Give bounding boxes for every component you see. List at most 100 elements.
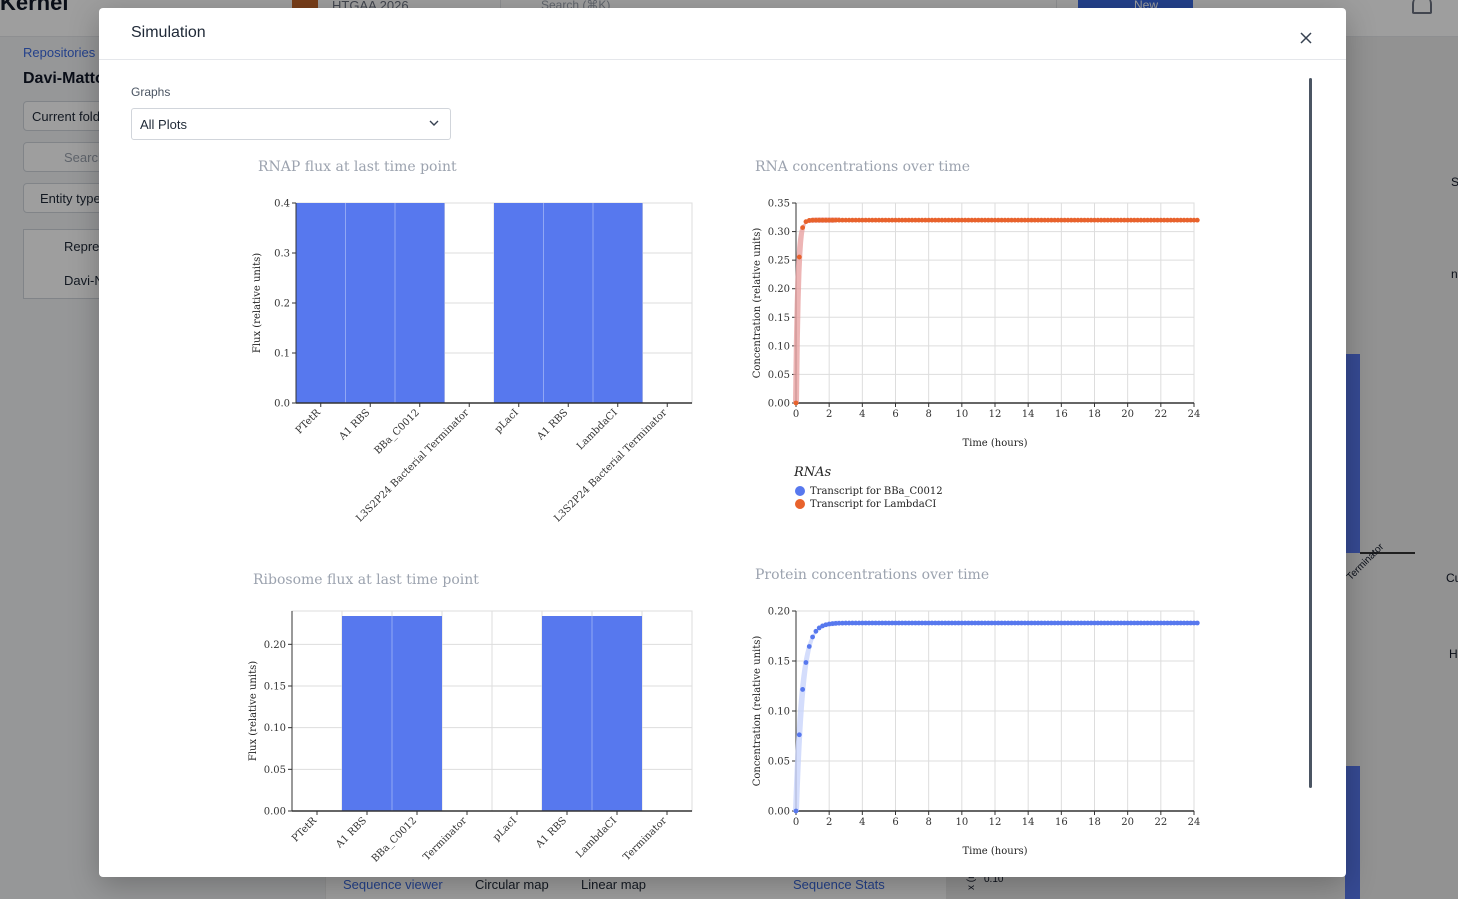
rna-concentration-chart: 0.000.050.100.150.200.250.300.350 2 4 6 8 10 1… (752, 199, 1200, 511)
y-tick-label: 0.20 (264, 640, 286, 651)
bar (395, 203, 445, 403)
data-point (1108, 217, 1114, 223)
y-tick-label: 0.00 (264, 807, 286, 818)
data-point (979, 217, 985, 223)
data-point (893, 620, 898, 626)
x-tick-label: 12 (989, 409, 1002, 420)
scrollbar[interactable] (1309, 78, 1312, 788)
data-point (1072, 620, 1077, 626)
data-point (1131, 620, 1137, 626)
right-label: S (1451, 175, 1458, 189)
tab-sequence-stats[interactable]: Sequence Stats (793, 877, 885, 892)
close-button[interactable] (1293, 25, 1319, 51)
data-point (976, 217, 981, 223)
data-point (1138, 620, 1144, 626)
data-point (992, 620, 998, 626)
data-point (942, 217, 948, 223)
data-point (889, 217, 895, 223)
y-tick-label: 0.25 (768, 256, 790, 267)
tab-circular-map[interactable]: Circular map (475, 877, 549, 892)
data-point (952, 217, 958, 223)
data-point (1088, 620, 1094, 626)
x-tick-label: 22 (1154, 409, 1167, 420)
data-point (1145, 620, 1150, 626)
tab-sequence-viewer[interactable]: Sequence viewer (343, 877, 443, 892)
data-point (903, 217, 908, 223)
data-point (1012, 217, 1018, 223)
data-point (1121, 217, 1127, 223)
right-tick: 0.10 (984, 874, 1004, 885)
x-tick-label: 8 (925, 817, 931, 828)
data-point (1105, 620, 1111, 626)
data-point (1062, 620, 1068, 626)
data-point (859, 217, 865, 223)
data-point (810, 634, 815, 640)
data-point (1184, 620, 1190, 626)
x-tick-label: 14 (1022, 817, 1035, 828)
data-point (873, 217, 878, 223)
data-point (1158, 217, 1164, 223)
data-point (1112, 620, 1117, 626)
bar (542, 616, 592, 811)
graphs-select-value: All Plots (140, 117, 187, 132)
data-point (932, 217, 938, 223)
data-point (1188, 620, 1194, 626)
data-point (856, 620, 862, 626)
data-point (1131, 217, 1137, 223)
data-point (793, 808, 799, 814)
y-tick-label: 0.3 (274, 249, 290, 260)
x-tick-label: 12 (989, 817, 1002, 828)
data-point (1078, 620, 1084, 626)
bar (342, 616, 392, 811)
data-point (1068, 620, 1074, 626)
x-tick-label: Terminator (621, 815, 669, 863)
list-item[interactable]: Repre (64, 239, 100, 254)
data-point (820, 217, 825, 223)
breadcrumb[interactable]: Repositories (23, 45, 96, 60)
data-point (1015, 217, 1021, 223)
graphs-select[interactable]: All Plots (131, 108, 451, 140)
data-point (1112, 217, 1117, 223)
x-axis-label: Time (hours) (962, 846, 1027, 857)
x-tick-label: 14 (1022, 409, 1035, 420)
list-item[interactable]: Davi-N (64, 273, 104, 288)
data-point (1135, 620, 1141, 626)
chevron-down-icon (429, 120, 439, 126)
data-point (1158, 620, 1164, 626)
data-point (919, 620, 925, 626)
y-axis-label: Concentration (relative units) (752, 636, 763, 787)
data-point (1042, 217, 1048, 223)
data-point (1032, 217, 1038, 223)
y-tick-label: 0.05 (264, 765, 286, 776)
data-point (1165, 217, 1170, 223)
y-tick-label: 0.15 (264, 682, 286, 693)
x-tick-label: BBa_C0012 (373, 407, 422, 456)
x-tick-label: 0 (793, 409, 799, 420)
data-point (972, 217, 978, 223)
data-point (1145, 217, 1150, 223)
legend-swatch (795, 499, 805, 509)
data-point (1184, 217, 1190, 223)
bell-icon[interactable] (1412, 0, 1432, 14)
data-point (992, 217, 998, 223)
folder-search-placeholder: Search (64, 150, 106, 165)
x-tick-label: L3S2P24 Bacterial Terminator (552, 407, 669, 524)
x-tick-label: PTetR (290, 815, 319, 844)
data-point (859, 620, 865, 626)
data-point (1082, 620, 1087, 626)
data-point (1135, 217, 1141, 223)
data-point (919, 217, 925, 223)
data-point (906, 217, 912, 223)
data-point (1125, 217, 1131, 223)
data-point (916, 217, 922, 223)
chart-title-ribosome: Ribosome flux at last time point (253, 572, 479, 588)
data-point (969, 217, 975, 223)
x-tick-label: 24 (1188, 409, 1201, 420)
tab-linear-map[interactable]: Linear map (581, 877, 647, 892)
data-point (982, 620, 988, 626)
data-point (949, 217, 955, 223)
app-logo[interactable]: Kernel (0, 0, 69, 15)
data-point (982, 217, 988, 223)
data-point (1168, 620, 1174, 626)
